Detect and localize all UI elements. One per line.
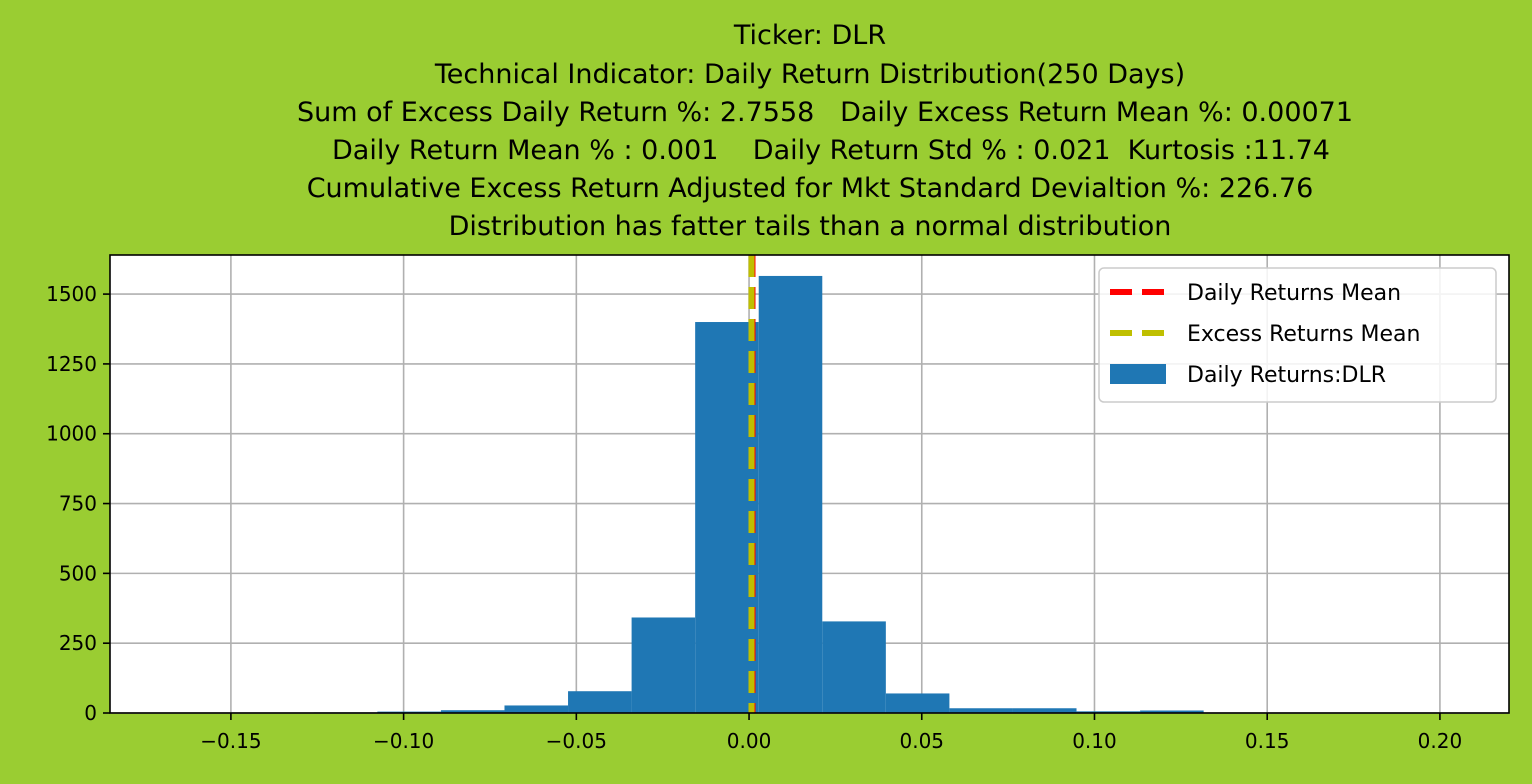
y-tick-label: 1250	[46, 352, 97, 376]
title-line-3: Sum of Excess Daily Return %: 2.7558 Dai…	[297, 97, 1353, 128]
x-tick-label: −0.15	[200, 729, 261, 753]
y-tick-label: 1500	[46, 282, 97, 306]
histogram-bar	[568, 691, 632, 713]
title-line-4: Daily Return Mean % : 0.001 Daily Return…	[332, 135, 1330, 166]
legend: Daily Returns Mean Excess Returns Mean Dai…	[1099, 268, 1496, 402]
x-tick-label: −0.05	[546, 729, 607, 753]
legend-label: Daily Returns:DLR	[1187, 363, 1386, 388]
histogram-bar	[759, 276, 823, 713]
x-tick-label: 0.10	[1072, 729, 1117, 753]
legend-label: Excess Returns Mean	[1187, 322, 1420, 347]
y-tick-label: 500	[59, 561, 97, 585]
x-tick-label: 0.20	[1418, 729, 1463, 753]
title-line-5: Cumulative Excess Return Adjusted for Mk…	[307, 173, 1314, 204]
y-tick-label: 250	[59, 631, 97, 655]
legend-label: Daily Returns Mean	[1187, 281, 1401, 306]
x-tick-label: 0.15	[1245, 729, 1290, 753]
y-tick-label: 1000	[46, 422, 97, 446]
histogram-bar	[632, 617, 696, 713]
y-tick-label: 750	[59, 492, 97, 516]
title-line-6: Distribution has fatter tails than a nor…	[449, 211, 1172, 242]
x-tick-label: 0.05	[899, 729, 944, 753]
mean-lines	[752, 255, 753, 713]
histogram-bar	[822, 621, 886, 713]
histogram-bar	[504, 705, 568, 713]
legend-key-patch	[1110, 364, 1166, 384]
title-line-1: Ticker: DLR	[733, 20, 886, 51]
y-tick-label: 0	[84, 701, 97, 725]
histogram-bar	[886, 693, 950, 713]
x-tick-label: 0.00	[727, 729, 772, 753]
x-tick-label: −0.10	[373, 729, 434, 753]
title-line-2: Technical Indicator: Daily Return Distri…	[434, 59, 1185, 90]
